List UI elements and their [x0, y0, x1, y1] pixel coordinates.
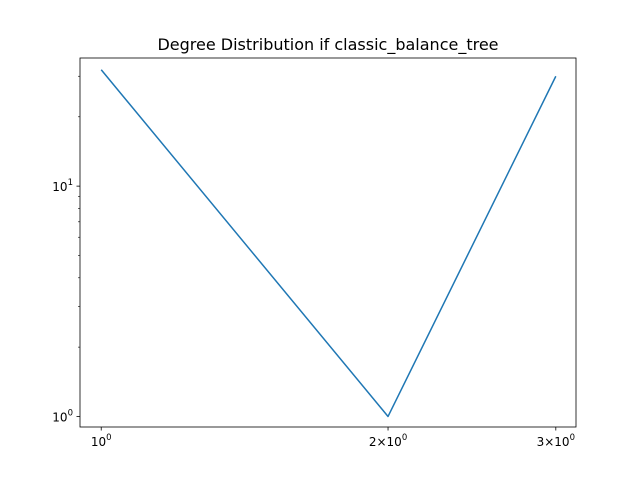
- plot-area: 100 2×100 3×100 100 101: [52, 57, 577, 449]
- series-line: [100, 69, 557, 418]
- y-tick-label: 101: [52, 178, 73, 194]
- x-tick-label: 2×100: [369, 433, 407, 449]
- x-tick-label: 100: [91, 433, 112, 449]
- axes-frame: [79, 57, 577, 428]
- y-tick-label: 100: [52, 408, 73, 424]
- chart-title: Degree Distribution if classic_balance_t…: [157, 35, 498, 55]
- x-tick-label: 3×100: [537, 433, 575, 449]
